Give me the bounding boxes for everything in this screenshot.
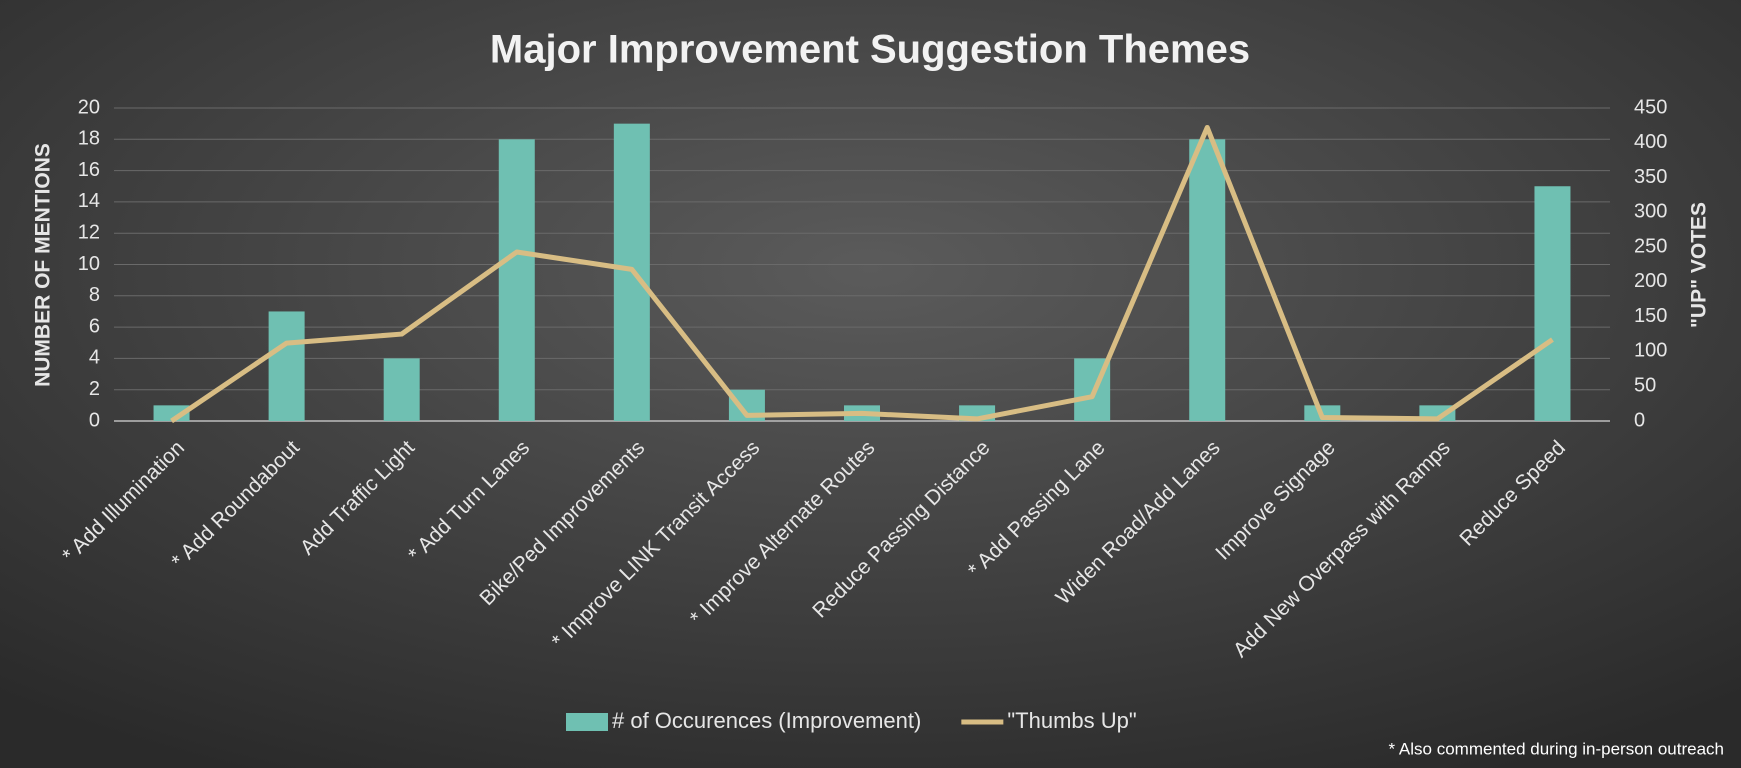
- y2-tick-label: 0: [1634, 409, 1645, 431]
- y2-tick-label: 50: [1634, 375, 1656, 397]
- bar: [1189, 139, 1226, 422]
- line: [170, 124, 1554, 424]
- y-tick-label: 12: [78, 221, 100, 243]
- y2-tick-label: 100: [1634, 340, 1667, 362]
- y2-tick-label: 450: [1634, 96, 1667, 118]
- y2-tick-label: 150: [1634, 305, 1667, 327]
- y-tick-label: 0: [89, 409, 100, 431]
- y-tick-label: 18: [78, 128, 100, 150]
- bar: [383, 358, 420, 421]
- y-tick-label: 10: [78, 253, 100, 275]
- y2-tick-label: 250: [1634, 235, 1667, 257]
- y-tick-label: 16: [78, 159, 100, 181]
- y2-tick-label: 200: [1634, 270, 1667, 292]
- y2-tick-label: 300: [1634, 201, 1667, 223]
- y2-tick-label: 400: [1634, 131, 1667, 153]
- y2-axis-title: "UP" VOTES: [1688, 202, 1711, 328]
- bar: [268, 311, 305, 421]
- bar: [1534, 186, 1571, 421]
- y-tick-label: 2: [89, 378, 100, 400]
- legend-swatch: [566, 713, 608, 731]
- y-tick-label: 6: [89, 315, 100, 337]
- chart-title: Major Improvement Suggestion Themes: [490, 28, 1250, 72]
- legend-label: # of Occurences (Improvement): [612, 708, 921, 733]
- y-tick-label: 20: [78, 96, 100, 118]
- y-axis-title: NUMBER OF MENTIONS: [32, 143, 55, 387]
- y-tick-label: 14: [78, 190, 100, 212]
- y2-tick-label: 350: [1634, 166, 1667, 188]
- footnote: * Also commented during in-person outrea…: [1389, 739, 1724, 758]
- y-tick-label: 4: [89, 347, 100, 369]
- y-tick-label: 8: [89, 284, 100, 306]
- legend-label: "Thumbs Up": [1007, 708, 1136, 733]
- bar: [498, 139, 535, 422]
